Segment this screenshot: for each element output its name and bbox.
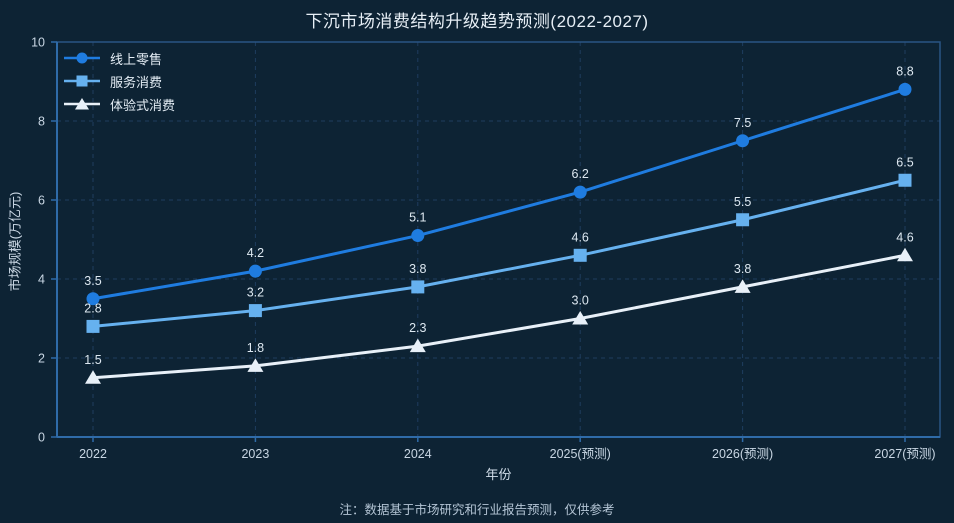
y-tick-label-6: 6 (38, 194, 45, 208)
series-0-line (91, 87, 907, 301)
series-0-data-label-2: 5.1 (409, 211, 426, 225)
series-2-data-label-2: 2.3 (409, 321, 426, 335)
series-2-line (91, 253, 907, 380)
series-1-marker-1 (248, 304, 262, 318)
x-tick-label-5: 2027(预测) (874, 447, 935, 461)
series-1-data-label-3: 4.6 (572, 230, 589, 244)
legend-square-icon (64, 75, 100, 87)
legend-item-1[interactable]: 服务消费 (64, 72, 175, 90)
series-2-data-label-4: 3.8 (734, 262, 751, 276)
series-0-marker-2 (411, 229, 425, 243)
series-1-marker-5 (898, 173, 912, 187)
series-0-data-label-4: 7.5 (734, 116, 751, 130)
series-0-marker-1 (248, 264, 262, 278)
footnote: 注：数据基于市场研究和行业报告预测，仅供参考 (339, 503, 615, 517)
series-1-data-label-5: 6.5 (896, 155, 913, 169)
legend-triangle-icon (64, 98, 100, 110)
series-0-data-label-0: 3.5 (84, 274, 101, 288)
series-1-data-label-1: 3.2 (247, 286, 264, 300)
legend-item-label: 服务消费 (110, 74, 163, 90)
x-tick-label-2: 2024 (404, 447, 432, 461)
legend-item-label: 体验式消费 (110, 97, 176, 113)
series-1-marker-2 (411, 280, 425, 294)
series-0-marker-3 (573, 185, 587, 199)
series-1-marker-3 (573, 248, 587, 262)
series-0-marker-5 (898, 82, 912, 96)
legend-circle-icon (64, 52, 100, 64)
x-tick-label-0: 2022 (79, 447, 107, 461)
series-2-marker-4 (734, 279, 751, 293)
series-0-data-label-1: 4.2 (247, 246, 264, 260)
legend-item-2[interactable]: 体验式消费 (64, 95, 175, 113)
y-tick-label-10: 10 (31, 36, 45, 50)
series-2-marker-0 (85, 370, 101, 384)
y-tick-label-4: 4 (38, 273, 45, 287)
series-0-marker-4 (736, 134, 750, 148)
legend-item-label: 线上零售 (110, 51, 163, 67)
y-tick-label-2: 2 (38, 352, 45, 366)
series-2-marker-5 (897, 247, 913, 262)
series-0-data-label-5: 8.8 (896, 64, 913, 78)
series-0-data-label-3: 6.2 (572, 167, 589, 181)
series-2-data-label-5: 4.6 (896, 230, 913, 244)
series-1-data-label-4: 5.5 (734, 195, 751, 209)
series-2-data-label-0: 1.5 (84, 353, 101, 367)
series-0-marker-0 (86, 292, 100, 306)
y-axis-label: 市场规模(万亿元) (7, 191, 23, 292)
series-2-data-label-3: 3.0 (572, 294, 589, 308)
series-1-line (91, 178, 907, 328)
x-tick-label-1: 2023 (241, 447, 269, 461)
y-tick-label-8: 8 (38, 115, 45, 129)
chart-title: 下沉市场消费结构升级趋势预测(2022-2027) (305, 12, 649, 31)
series-2-marker-1 (247, 358, 264, 372)
legend: 线上零售服务消费体验式消费 (64, 49, 175, 113)
y-tick-label-0: 0 (38, 431, 45, 445)
series-2-marker-2 (409, 338, 426, 353)
series-1-marker-4 (736, 213, 750, 227)
legend-item-0[interactable]: 线上零售 (64, 49, 175, 67)
x-axis-label: 年份 (485, 467, 512, 482)
x-tick-label-4: 2026(预测) (712, 447, 773, 461)
series-2-marker-3 (572, 311, 589, 325)
plot-border (56, 41, 941, 438)
x-tick-label-3: 2025(预测) (550, 447, 611, 461)
series-2-data-label-1: 1.8 (247, 341, 264, 355)
series-1-data-label-2: 3.8 (409, 262, 426, 276)
series-1-data-label-0: 2.8 (84, 301, 101, 315)
series-1-marker-0 (86, 319, 100, 333)
